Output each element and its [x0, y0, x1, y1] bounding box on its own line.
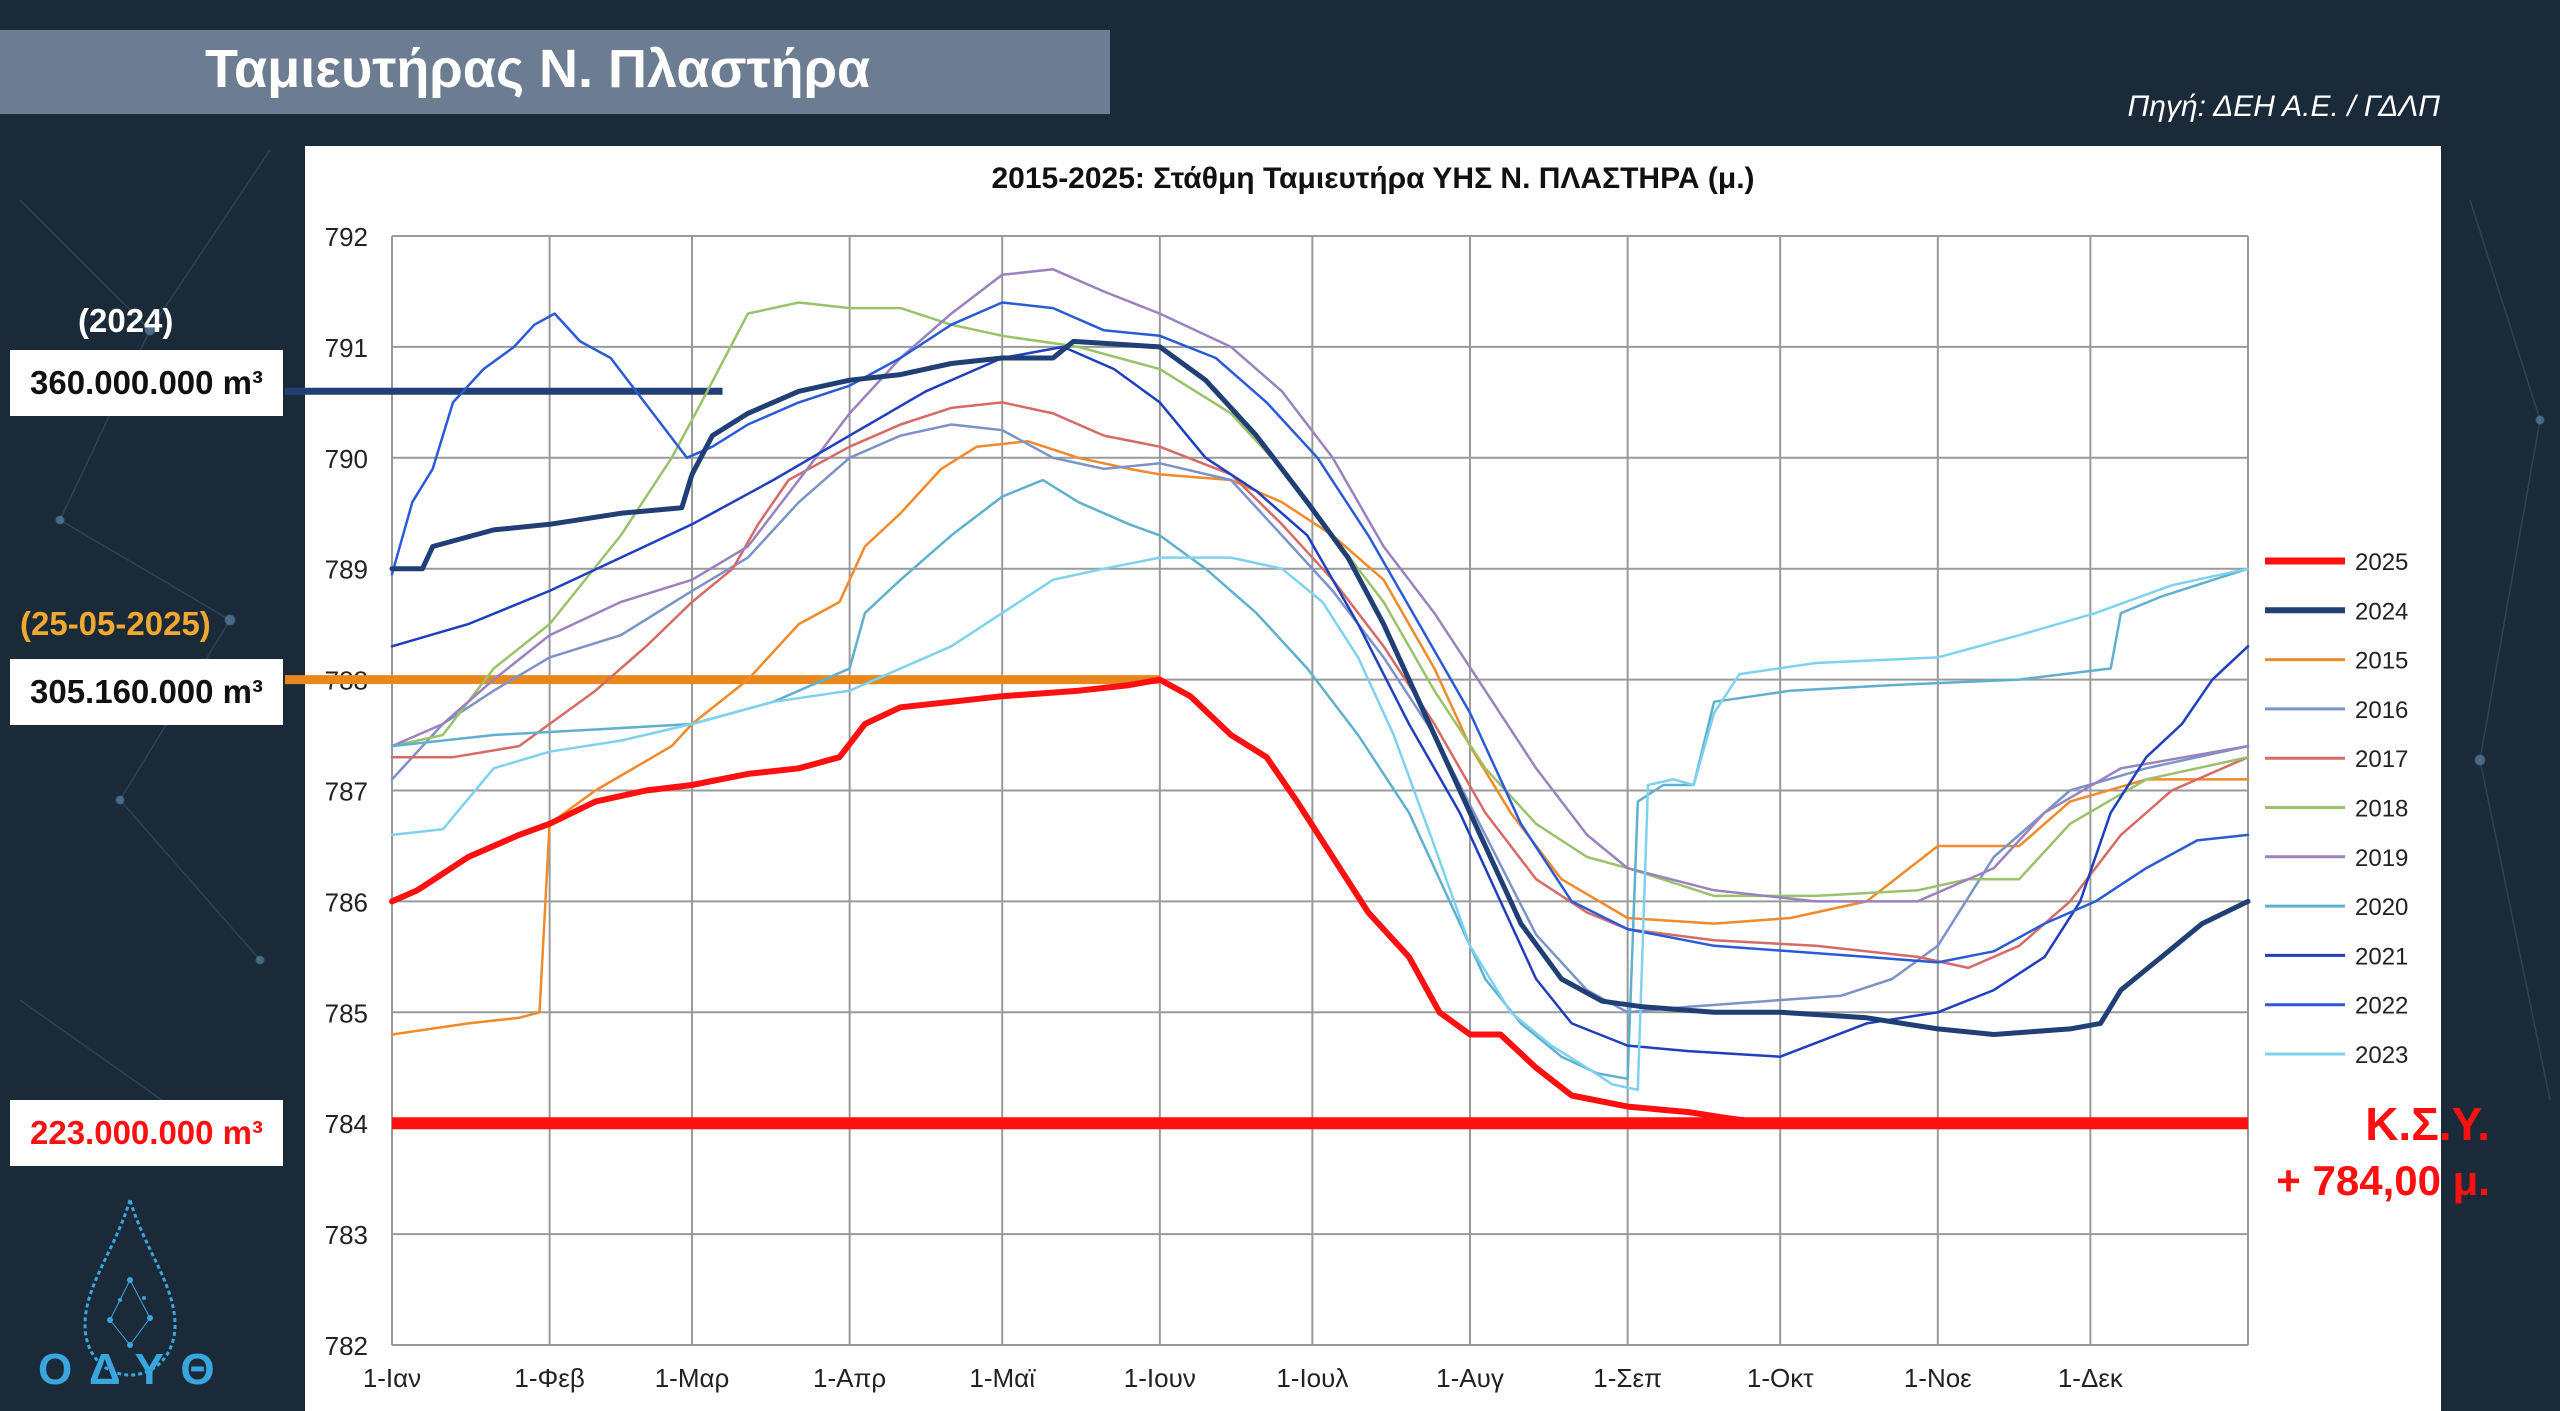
ksy-title: Κ.Σ.Υ.: [2365, 1098, 2490, 1150]
series-line-2021: [390, 345, 2250, 1058]
y-tick-label: 786: [325, 887, 368, 917]
series-line-2020: [390, 478, 2250, 1081]
source-label: Πηγή: ΔΕΗ Α.Ε. / ΓΔΛΠ: [2127, 90, 2440, 123]
volume-2024-box: 360.000.000 m³: [10, 350, 283, 416]
legend-label-2020: 2020: [2355, 894, 2408, 921]
x-tick-label: 1-Μαρ: [655, 1363, 730, 1393]
year-2024-label: (2024): [78, 302, 174, 339]
series-line-2025: [389, 676, 1768, 1127]
series-line-2015: [390, 439, 2250, 1036]
legend-label-2021: 2021: [2355, 943, 2408, 970]
x-tick-label: 1-Ιουν: [1124, 1363, 1196, 1393]
volume-ksy-box: 223.000.000 m³: [10, 1100, 283, 1166]
legend-label-2023: 2023: [2355, 1042, 2408, 1069]
series-line-2022: [390, 301, 2250, 964]
chart-panel: [305, 146, 2441, 1411]
x-tick-label: 1-Φεβ: [514, 1363, 584, 1393]
y-tick-label: 789: [325, 555, 368, 585]
x-tick-label: 1-Αυγ: [1436, 1363, 1504, 1393]
date-2025-label: (25-05-2025): [20, 605, 211, 642]
legend-label-2017: 2017: [2355, 746, 2408, 773]
y-tick-label: 783: [325, 1220, 368, 1250]
x-tick-label: 1-Σεπ: [1593, 1363, 1662, 1393]
x-tick-label: 1-Μαϊ: [969, 1363, 1036, 1393]
legend-label-2016: 2016: [2355, 697, 2408, 724]
title-bar: [0, 30, 1110, 114]
logo-text: ΟΔΥΘ: [38, 1345, 233, 1394]
y-tick-label: 785: [325, 998, 368, 1028]
volume-2025-box: 305.160.000 m³: [10, 659, 283, 725]
y-tick-label: 791: [325, 333, 368, 363]
legend-label-2022: 2022: [2355, 993, 2408, 1020]
series-line-2024: [389, 338, 2251, 1037]
series-line-2019: [390, 268, 2250, 903]
x-tick-label: 1-Ιαν: [363, 1363, 421, 1393]
series-line-2016: [390, 423, 2250, 1014]
ksy-level: + 784,00 μ.: [2276, 1157, 2490, 1204]
x-tick-label: 1-Απρ: [813, 1363, 886, 1393]
water-drop-logo-icon: [83, 1194, 177, 1377]
ksy-annotation: Κ.Σ.Υ. + 784,00 μ.: [2276, 1095, 2490, 1209]
chart-title: 2015-2025: Στάθμη Ταμιευτήρα ΥΗΣ Ν. ΠΛΑΣ…: [991, 162, 1755, 195]
legend-label-2024: 2024: [2355, 598, 2408, 625]
legend-label-2015: 2015: [2355, 648, 2408, 675]
y-tick-label: 790: [325, 444, 368, 474]
x-tick-label: 1-Νοε: [1904, 1363, 1972, 1393]
x-tick-label: 1-Δεκ: [2058, 1363, 2124, 1393]
x-tick-label: 1-Ιουλ: [1276, 1363, 1348, 1393]
y-tick-label: 784: [325, 1109, 368, 1139]
series-line-2023: [390, 556, 2250, 1092]
y-tick-label: 787: [325, 777, 368, 807]
page-title: Ταμιευτήρας Ν. Πλαστήρα: [205, 39, 871, 99]
y-tick-label: 782: [325, 1331, 368, 1361]
x-tick-label: 1-Οκτ: [1747, 1363, 1814, 1393]
y-tick-label: 792: [325, 222, 368, 252]
legend-label-2018: 2018: [2355, 796, 2408, 823]
legend-label-2025: 2025: [2355, 549, 2408, 576]
legend-label-2019: 2019: [2355, 845, 2408, 872]
